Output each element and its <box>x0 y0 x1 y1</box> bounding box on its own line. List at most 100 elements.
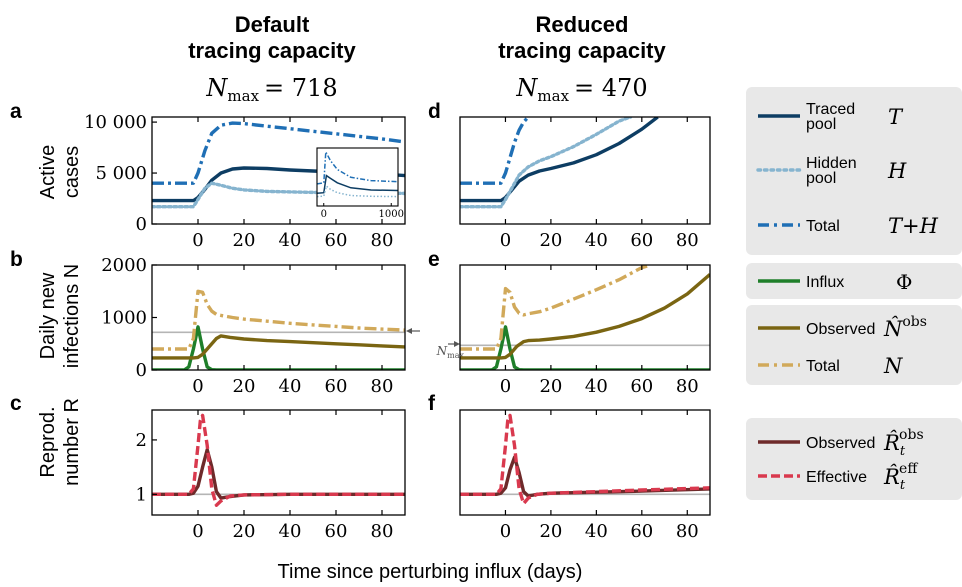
ylabel-repro-2: number R <box>61 398 83 486</box>
xtick-label-e-1: 20 <box>539 376 562 397</box>
xtick-label-a-0: 0 <box>192 230 203 251</box>
legend-repro-label-1: Effective <box>806 469 867 486</box>
nmax-reduced: Nmax = 470 <box>515 74 647 105</box>
panel-letter-f: f <box>428 392 436 415</box>
x-axis-label: Time since perturbing influx (days) <box>278 561 583 583</box>
xtick-label-f-1: 20 <box>539 521 562 542</box>
col-title-reduced-1: Reduced <box>536 12 629 37</box>
legend-infections-label-1: Total <box>806 358 840 375</box>
series-d-H <box>460 117 633 209</box>
xtick-label-a-3: 60 <box>325 230 348 251</box>
series-f-R_eff <box>460 413 710 506</box>
ylabel-repro-1: Reprod. <box>37 406 59 477</box>
legend-infections-symbol-1: N <box>883 354 903 378</box>
series-b-N <box>152 289 405 351</box>
legend-influx-box <box>746 263 962 299</box>
xtick-label-f-3: 60 <box>630 521 653 542</box>
series-a-T+H <box>152 121 405 185</box>
ylabel-infections-1: Daily new <box>37 272 59 359</box>
legend-repro-symbol-0: R̂tobs <box>883 427 924 459</box>
xtick-label-b-3: 60 <box>325 376 348 397</box>
series-b-Phi <box>152 325 405 370</box>
legend-cases-label-2-1: Total <box>806 218 840 235</box>
axes-frame-f <box>459 409 711 516</box>
xtick-label-a-4: 80 <box>371 230 394 251</box>
panel-b: 0 20 40 60 80 0 1000 2000 <box>101 255 406 397</box>
legend-infections-symbol-0: N̂obs <box>883 314 927 341</box>
xtick-label-f-0: 0 <box>500 521 511 542</box>
ylabel-cases-1: Active <box>37 145 59 199</box>
panel-letter-d: d <box>428 100 441 123</box>
ytick-label-b-0: 0 <box>136 360 147 381</box>
legend-influx: Influx Φ <box>746 263 962 299</box>
ytick-label-c-0: 1 <box>136 484 147 505</box>
series-c-R_eff <box>152 413 405 507</box>
panel-c: 0 20 40 60 80 1 2 <box>136 409 406 542</box>
series-e-N_obs <box>460 273 710 360</box>
inset-xtick-label-1: 1000 <box>379 209 404 220</box>
ylabel-cases-2: cases <box>61 146 83 198</box>
axes-frame-b <box>151 264 406 371</box>
col-title-reduced-2: tracing capacity <box>498 38 666 63</box>
legend-repro-box <box>746 418 962 500</box>
legend-cases-symbol-1: H <box>887 159 907 183</box>
legend-cases-symbol-2: T+H <box>888 214 939 238</box>
xtick-label-c-0: 0 <box>192 521 203 542</box>
inset-series-H <box>317 184 398 198</box>
ytick-label-b-2: 2000 <box>101 255 147 276</box>
legend-cases-label-0-2: pool <box>806 116 836 133</box>
axes-frame-a <box>151 116 406 225</box>
xtick-label-b-1: 20 <box>233 376 256 397</box>
xtick-label-d-4: 80 <box>676 230 699 251</box>
legend-influx-symbol: Φ <box>896 270 912 294</box>
series-b-N_obs <box>152 334 405 360</box>
panel-a: 0 20 40 60 80 0 5 000 10 000 0 1000 <box>84 112 406 251</box>
xtick-label-b-0: 0 <box>192 376 203 397</box>
nmax-arrow-left <box>406 328 420 334</box>
xtick-label-c-3: 60 <box>325 521 348 542</box>
legend-cases-label-1-2: pool <box>806 170 836 187</box>
legend-cases-symbol-0: T <box>888 105 904 129</box>
legend-cases-box <box>746 87 962 255</box>
xtick-label-c-4: 80 <box>371 521 394 542</box>
axes-frame-c <box>151 409 406 516</box>
panel-e: 0 20 40 60 80 <box>459 264 711 397</box>
legend-repro-label-0: Observed <box>806 435 875 452</box>
legend-repro-symbol-1: R̂teff <box>883 461 918 493</box>
xtick-label-d-1: 20 <box>539 230 562 251</box>
xtick-label-f-4: 80 <box>676 521 699 542</box>
xtick-label-e-4: 80 <box>676 376 699 397</box>
ytick-label-a-1: 5 000 <box>95 163 147 184</box>
xtick-label-e-3: 60 <box>630 376 653 397</box>
xtick-label-a-1: 20 <box>233 230 256 251</box>
col-title-default-2: tracing capacity <box>188 38 356 63</box>
nmax-default: Nmax = 718 <box>205 74 337 105</box>
panel-d: 0 20 40 60 80 <box>459 116 711 251</box>
series-e-N <box>460 265 652 351</box>
inset-xtick-label-0: 0 <box>321 209 327 220</box>
inset-frame <box>316 147 399 207</box>
ylabel-infections-2: infections N <box>61 264 83 369</box>
panel-letter-e: e <box>428 248 440 271</box>
panel-letter-a: a <box>10 100 22 123</box>
axes-frame-e <box>459 264 711 371</box>
legend-influx-label: Influx <box>806 274 844 291</box>
inset-a: 0 1000 <box>316 147 404 220</box>
ytick-label-c-1: 2 <box>136 430 147 451</box>
xtick-label-e-2: 40 <box>585 376 608 397</box>
legend-cases-label-1-1: Hidden <box>806 155 857 172</box>
xtick-label-b-4: 80 <box>371 376 394 397</box>
xtick-label-f-2: 40 <box>585 521 608 542</box>
xtick-label-c-2: 40 <box>279 521 302 542</box>
nmax-annotation: Nmax <box>436 344 465 360</box>
xtick-label-e-0: 0 <box>500 376 511 397</box>
ytick-label-a-0: 0 <box>136 214 147 235</box>
legend-repro: Observed R̂tobs Effective R̂teff <box>746 418 962 500</box>
panel-letter-b: b <box>10 248 23 271</box>
nmax-arrow-right <box>448 341 460 347</box>
xtick-label-b-2: 40 <box>279 376 302 397</box>
ytick-label-a-2: 10 000 <box>84 112 147 133</box>
col-title-default-1: Default <box>235 12 310 37</box>
